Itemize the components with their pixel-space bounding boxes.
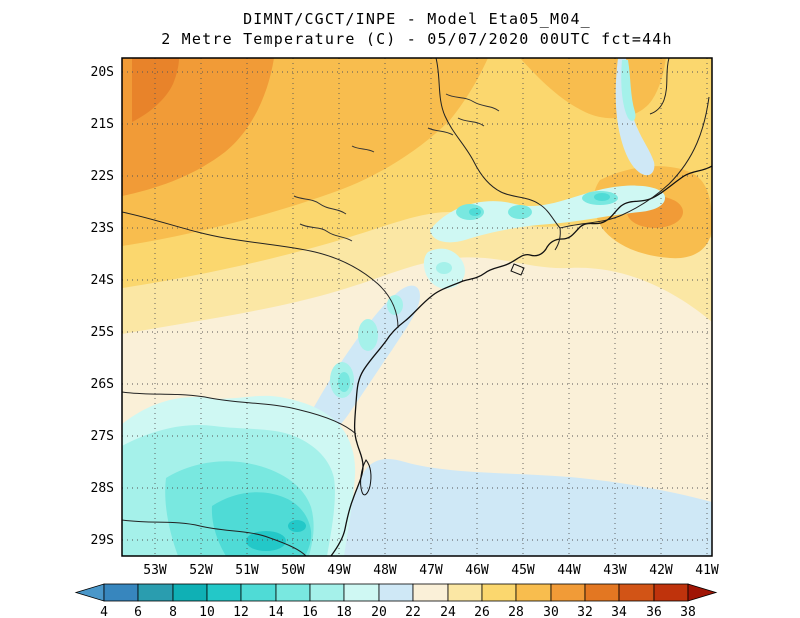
lon-tick-label: 49W [327, 563, 351, 578]
title-line1: DIMNT/CGCT/INPE - Model Eta05_M04_ [243, 10, 591, 28]
coastline [330, 165, 712, 556]
temp-cool-core [594, 193, 610, 201]
colorbar-tick-label: 24 [440, 605, 456, 618]
colorbar-segment [343, 583, 380, 602]
lat-tick-label: 20S [91, 65, 114, 80]
state-border-pr-sc [122, 391, 357, 435]
temp-region-10-12-spot [246, 531, 286, 551]
colorbar-segment [618, 583, 655, 602]
lon-tick-label: 47W [419, 563, 443, 578]
colorbar: 4 6 8 10 12 14 16 18 20 22 24 26 28 30 3… [74, 583, 718, 618]
colorbar-tick-label: 36 [646, 605, 662, 618]
colorbar-segment [206, 583, 242, 602]
colorbar-segment [103, 583, 139, 602]
colorbar-tick-label: 22 [405, 605, 421, 618]
colorbar-tick-label: 20 [371, 605, 387, 618]
state-border-sp-pr [122, 211, 399, 329]
temp-cool-band-ribeira [298, 285, 420, 445]
lon-tick-label: 50W [281, 563, 305, 578]
lat-tick-label: 25S [91, 325, 114, 340]
state-border-mg-es [649, 58, 670, 115]
lon-tick-label: 41W [695, 563, 719, 578]
colorbar-tick-label: 12 [233, 605, 249, 618]
lon-tick-label: 51W [235, 563, 259, 578]
colorbar-segment [481, 583, 517, 602]
colorbar-tick-label: 6 [134, 605, 142, 618]
temp-cool-spot [508, 205, 532, 219]
colorbar-segment [653, 583, 689, 602]
rivers-reservoirs [293, 93, 500, 242]
lat-tick-label: 28S [91, 481, 114, 496]
lat-tick-label: 22S [91, 169, 114, 184]
colorbar-tick-label: 34 [611, 605, 627, 618]
temp-cool-core [469, 208, 481, 216]
lon-tick-label: 42W [649, 563, 673, 578]
colorbar-segment [447, 583, 483, 602]
colorbar-tick-label: 10 [199, 605, 215, 618]
island-florianopolis [360, 459, 372, 496]
temperature-field [122, 58, 712, 556]
island-ilhabela [510, 263, 525, 276]
colorbar-segment [515, 583, 552, 602]
lon-tick-label: 48W [373, 563, 397, 578]
temp-region-12-14-south [211, 492, 312, 556]
colorbar-tick-label: 16 [302, 605, 318, 618]
lon-tick-label: 52W [189, 563, 213, 578]
colorbar-tick-label: 32 [577, 605, 593, 618]
lon-tick-label: 53W [143, 563, 167, 578]
temp-cool-spot [358, 319, 378, 351]
colorbar-arrow-right [687, 583, 718, 602]
colorbar-segment [172, 583, 208, 602]
state-border-mg-sp [435, 58, 561, 229]
title-line2: 2 Metre Temperature (C) - 05/07/2020 00U… [161, 30, 673, 48]
gridlines-horizontal [122, 71, 712, 541]
colorbar-segment [412, 583, 449, 602]
lat-tick-label: 29S [91, 533, 114, 548]
state-border-mg-rj [559, 96, 710, 229]
colorbar-segment [240, 583, 277, 602]
lon-tick-label: 45W [511, 563, 535, 578]
map-frame [121, 57, 713, 557]
colorbar-tick-label: 26 [474, 605, 490, 618]
colorbar-segment [137, 583, 174, 602]
lat-tick-label: 27S [91, 429, 114, 444]
temp-cool-streak-core [621, 60, 636, 121]
state-border-sp-rj [554, 227, 561, 251]
state-border-sc-rs [122, 519, 307, 556]
temp-cool-core [338, 372, 350, 392]
colorbar-tick-label: 38 [680, 605, 696, 618]
colorbar-tick-label: 18 [336, 605, 352, 618]
colorbar-segment [378, 583, 414, 602]
colorbar-tick-label: 14 [268, 605, 284, 618]
lat-tick-label: 26S [91, 377, 114, 392]
lat-tick-label: 23S [91, 221, 114, 236]
lon-tick-label: 46W [465, 563, 489, 578]
lat-axis: 20S 21S 22S 23S 24S 25S 26S 27S 28S 29S [91, 65, 114, 548]
colorbar-segment [584, 583, 620, 602]
temp-region-32-34-spot [132, 58, 179, 122]
temp-region-20-22-ocean [330, 459, 712, 556]
lat-tick-label: 24S [91, 273, 114, 288]
colorbar-tick-label: 8 [169, 605, 177, 618]
colorbar-tick-label: 4 [100, 605, 108, 618]
lon-tick-label: 44W [557, 563, 581, 578]
colorbar-tick-label: 30 [543, 605, 559, 618]
colorbar-segment [550, 583, 586, 602]
temp-region-10-12-spot [288, 520, 306, 532]
lat-tick-label: 21S [91, 117, 114, 132]
colorbar-segment [275, 583, 311, 602]
lon-axis: 53W 52W 51W 50W 49W 48W 47W 46W 45W 44W … [143, 563, 719, 578]
temp-cool-core [436, 262, 452, 274]
colorbar-tick-label: 28 [508, 605, 524, 618]
lon-tick-label: 43W [603, 563, 627, 578]
colorbar-segment [309, 583, 345, 602]
colorbar-arrow-left [74, 583, 105, 602]
